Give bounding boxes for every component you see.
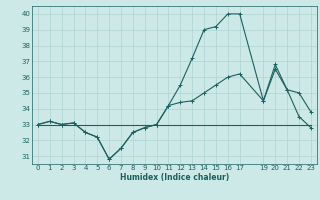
X-axis label: Humidex (Indice chaleur): Humidex (Indice chaleur): [120, 173, 229, 182]
